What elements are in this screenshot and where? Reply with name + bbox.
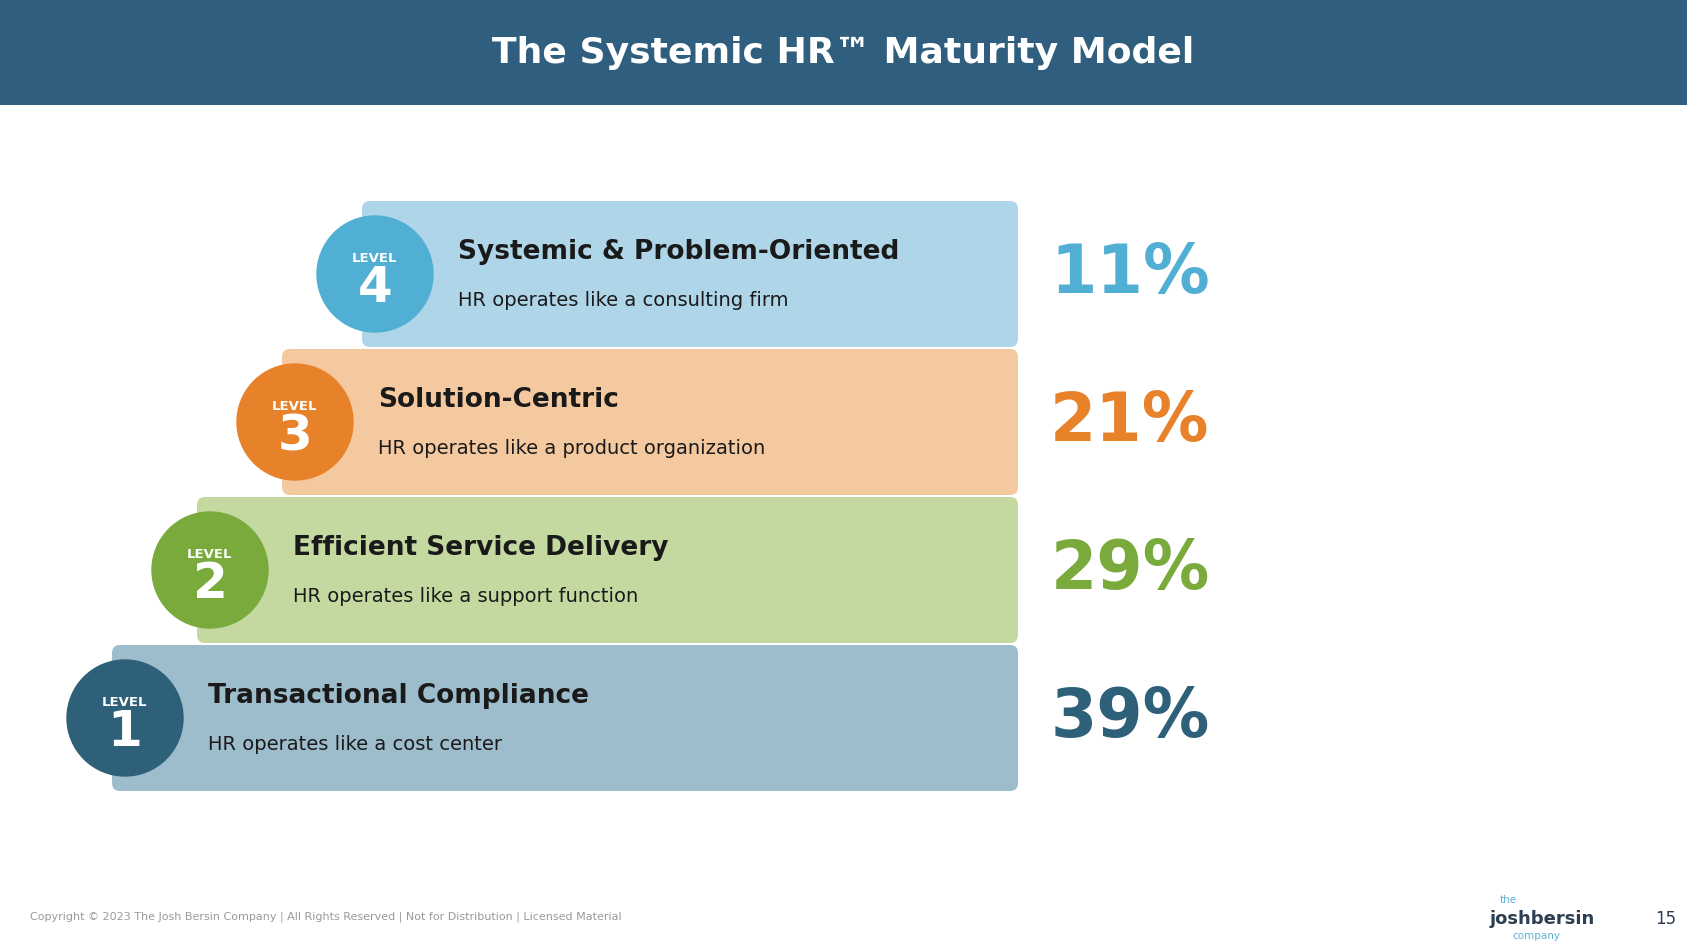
Circle shape — [67, 660, 182, 776]
Text: HR operates like a product organization: HR operates like a product organization — [378, 438, 766, 457]
Circle shape — [317, 216, 434, 332]
FancyBboxPatch shape — [111, 645, 1017, 791]
Text: LEVEL: LEVEL — [187, 547, 233, 561]
Text: LEVEL: LEVEL — [353, 252, 398, 264]
Text: LEVEL: LEVEL — [103, 695, 148, 708]
Text: 39%: 39% — [1051, 685, 1210, 751]
Text: The Systemic HR™ Maturity Model: The Systemic HR™ Maturity Model — [493, 35, 1194, 69]
Text: 21%: 21% — [1051, 389, 1210, 455]
Text: Efficient Service Delivery: Efficient Service Delivery — [294, 535, 668, 561]
Text: 2: 2 — [192, 560, 228, 608]
FancyBboxPatch shape — [197, 497, 1017, 643]
Text: 1: 1 — [108, 708, 142, 756]
Text: Solution-Centric: Solution-Centric — [378, 387, 619, 413]
Text: Systemic & Problem-Oriented: Systemic & Problem-Oriented — [457, 239, 899, 265]
Circle shape — [236, 364, 353, 480]
Text: Transactional Compliance: Transactional Compliance — [208, 683, 589, 709]
Circle shape — [152, 512, 268, 628]
Text: 3: 3 — [278, 412, 312, 460]
Text: Copyright © 2023 The Josh Bersin Company | All Rights Reserved | Not for Distrib: Copyright © 2023 The Josh Bersin Company… — [30, 912, 621, 922]
Text: joshbersin: joshbersin — [1490, 910, 1596, 928]
Text: 29%: 29% — [1051, 537, 1210, 603]
FancyBboxPatch shape — [282, 349, 1017, 495]
Text: company: company — [1512, 931, 1560, 941]
Text: the: the — [1500, 895, 1517, 905]
Text: HR operates like a support function: HR operates like a support function — [294, 586, 638, 605]
Text: HR operates like a cost center: HR operates like a cost center — [208, 735, 503, 754]
Text: 15: 15 — [1655, 910, 1677, 928]
Text: 4: 4 — [358, 264, 393, 312]
FancyBboxPatch shape — [363, 201, 1017, 347]
Text: LEVEL: LEVEL — [272, 400, 317, 413]
Text: HR operates like a consulting firm: HR operates like a consulting firm — [457, 291, 788, 310]
Text: 11%: 11% — [1049, 241, 1210, 307]
